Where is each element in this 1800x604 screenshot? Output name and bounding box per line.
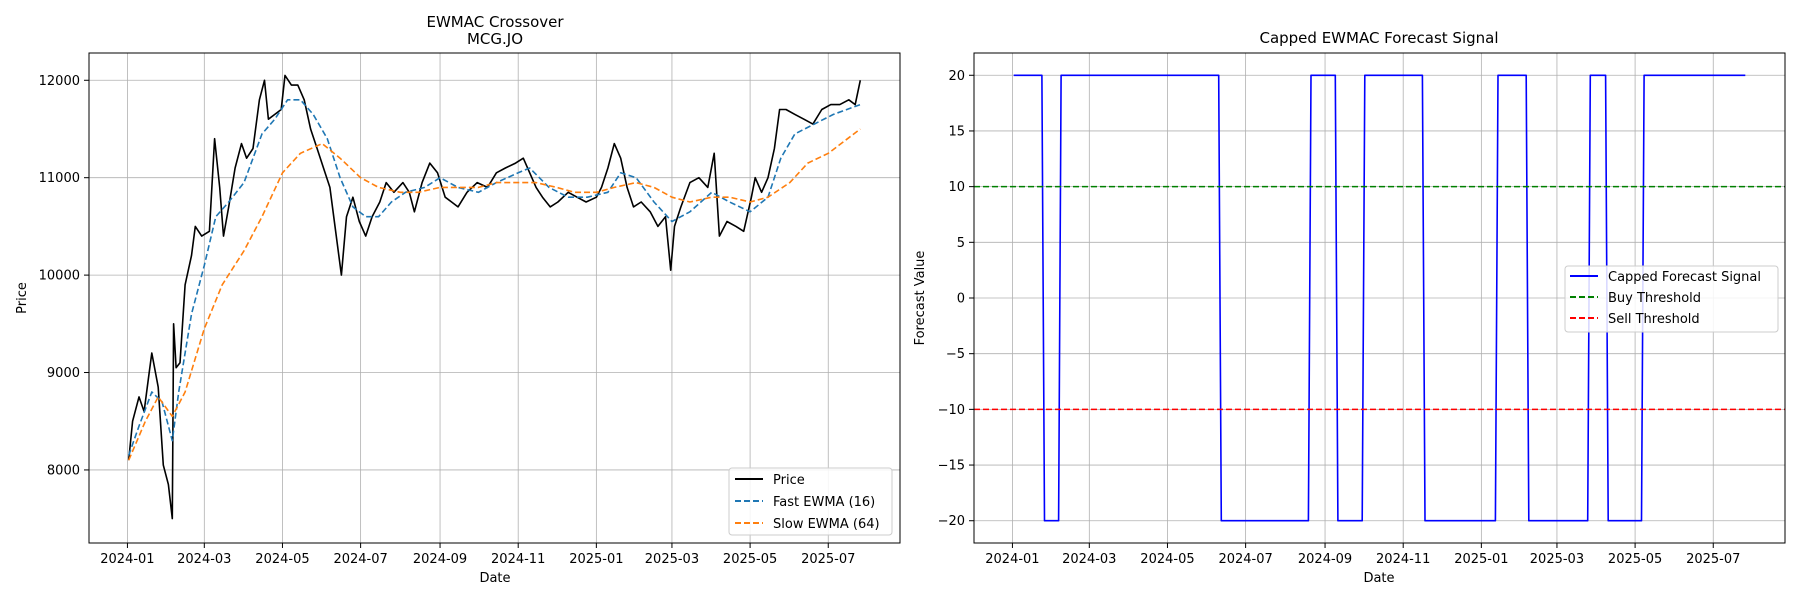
plot-lines <box>127 74 862 520</box>
x-tick-label: 2024-07 <box>333 552 387 567</box>
x-tick-label: 2025-01 <box>569 552 623 567</box>
y-tick-label: −20 <box>938 514 965 529</box>
series-capped-forecast-signal-line <box>1013 74 1746 522</box>
legend: Price Fast EWMA (16) Slow EWMA (64) <box>728 467 893 536</box>
series-price-line <box>127 74 862 520</box>
y-tick-label: 11000 <box>39 171 80 186</box>
legend-label-slow-ewma: Slow EWMA (64) <box>773 517 880 532</box>
x-tick-label: 2024-09 <box>413 552 467 567</box>
x-tick-label: 2024-01 <box>985 552 1039 567</box>
y-tick-label: −5 <box>946 347 965 362</box>
x-tick-label: 2024-09 <box>1298 552 1352 567</box>
x-tick-label: 2024-03 <box>1062 552 1116 567</box>
x-tick-label: 2024-11 <box>491 552 545 567</box>
series-slow-ewma-64-line <box>127 128 861 461</box>
legend-label-forecast: Capped Forecast Signal <box>1608 270 1761 285</box>
x-tick-label: 2025-07 <box>1686 552 1740 567</box>
x-tick-label: 2024-07 <box>1218 552 1272 567</box>
series-fast-ewma-16-line <box>127 99 861 456</box>
x-tick-label: 2024-05 <box>255 552 309 567</box>
chart-subtitle: MCG.JO <box>467 30 523 48</box>
x-tick-label: 2025-05 <box>723 552 777 567</box>
y-tick-label: 9000 <box>47 366 80 381</box>
grid <box>89 53 900 543</box>
y-tick-label: 12000 <box>39 74 80 89</box>
x-tick-label: 2024-11 <box>1376 552 1430 567</box>
legend: Capped Forecast Signal Buy Threshold Sel… <box>1564 265 1779 333</box>
y-axis-label: Forecast Value <box>913 251 928 346</box>
legend-box <box>1564 265 1779 333</box>
y-tick-label: −10 <box>938 403 965 418</box>
y-tick-label: 10000 <box>39 269 80 284</box>
chart-title: Capped EWMAC Forecast Signal <box>1259 29 1498 47</box>
x-tick-label: 2025-07 <box>801 552 855 567</box>
y-tick-label: 8000 <box>47 463 80 478</box>
chart-title: EWMAC Crossover <box>426 13 564 31</box>
plot-lines <box>974 74 1785 522</box>
legend-label-buy-threshold: Buy Threshold <box>1608 291 1701 306</box>
legend-label-fast-ewma: Fast EWMA (16) <box>773 495 875 510</box>
y-tick-label: 20 <box>948 69 965 84</box>
x-tick-label: 2024-03 <box>177 552 231 567</box>
plot-frame <box>88 52 901 544</box>
x-tick-label: 2025-03 <box>645 552 699 567</box>
price-chart: EWMAC Crossover MCG.JO 2024-01 2024-03 202… <box>15 13 901 586</box>
x-tick-label: 2025-01 <box>1454 552 1508 567</box>
legend-box <box>728 467 893 536</box>
x-tick-label: 2024-05 <box>1140 552 1194 567</box>
x-tick-label: 2024-01 <box>100 552 154 567</box>
x-axis-label: Date <box>479 571 510 586</box>
x-axis-label: Date <box>1363 571 1394 586</box>
y-axis-ticks: 8000 9000 10000 11000 12000 <box>39 74 89 478</box>
y-tick-label: −15 <box>938 459 965 474</box>
x-axis-ticks: 2024-01 2024-03 2024-05 2024-07 2024-09 2024-… <box>100 543 855 567</box>
y-axis-ticks: 20 15 10 5 0 −5 −10 −15 −20 <box>938 69 974 529</box>
x-tick-label: 2025-05 <box>1608 552 1662 567</box>
y-tick-label: 10 <box>948 180 965 195</box>
y-axis-label: Price <box>15 282 30 314</box>
y-tick-label: 15 <box>948 124 965 139</box>
legend-label-price: Price <box>773 473 805 488</box>
x-tick-label: 2025-03 <box>1530 552 1584 567</box>
y-tick-label: 5 <box>957 236 965 251</box>
x-axis-ticks: 2024-01 2024-03 2024-05 2024-07 2024-09 2024-… <box>985 543 1740 567</box>
forecast-chart: Capped EWMAC Forecast Signal 2024-01 2024… <box>913 29 1786 586</box>
y-tick-label: 0 <box>957 292 965 307</box>
legend-label-sell-threshold: Sell Threshold <box>1608 312 1700 327</box>
